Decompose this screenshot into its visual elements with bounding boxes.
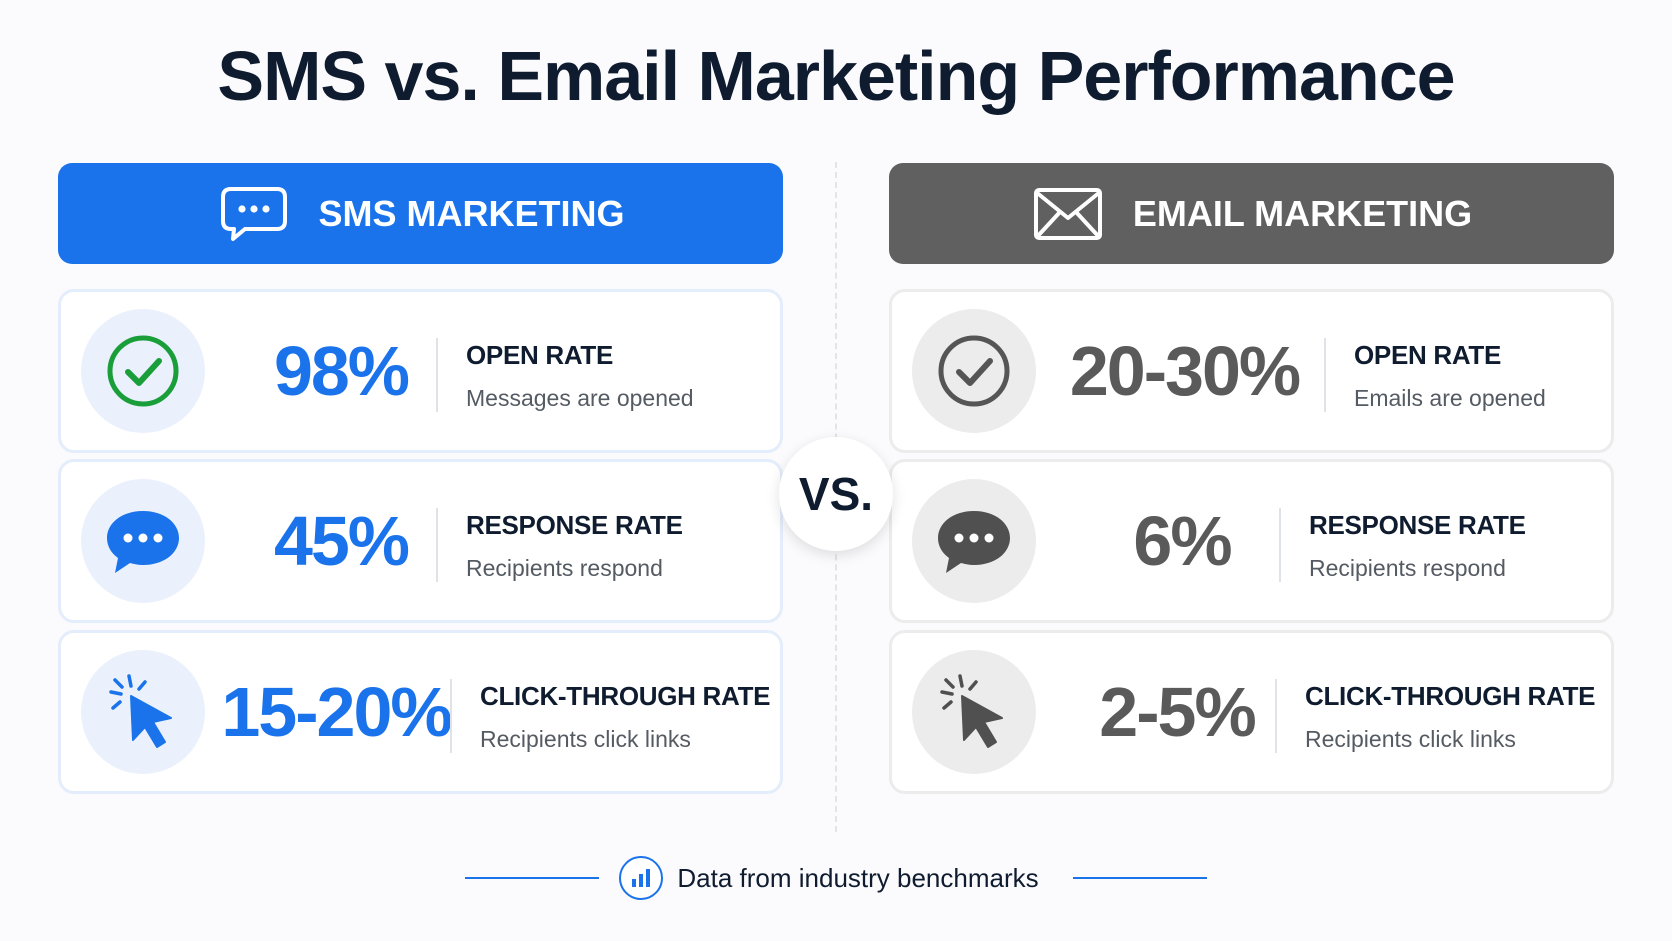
envelope-icon (1031, 184, 1105, 244)
footer-text: Data from industry benchmarks (677, 862, 1039, 893)
metric-value: 2-5% (1099, 673, 1256, 751)
metric-value: 20-30% (1069, 332, 1301, 410)
metric-text: CLICK-THROUGH RATE Recipients click link… (480, 681, 771, 753)
email-column: EMAIL MARKETING 20-30% OPEN RATE Emails … (889, 163, 1614, 794)
bar-chart-icon (619, 856, 664, 900)
sms-click-through-card: 15-20% CLICK-THROUGH RATE Recipients cli… (58, 630, 783, 794)
footer-line-right (1072, 877, 1207, 879)
page-title: SMS vs. Email Marketing Performance (217, 37, 1455, 115)
metric-desc: Messages are opened (466, 385, 694, 411)
chat-bubble-icon (217, 184, 291, 244)
metric-value: 6% (1133, 502, 1232, 580)
metric-label: OPEN RATE (1354, 340, 1502, 370)
separator (436, 508, 438, 582)
cursor-click-icon (81, 650, 205, 774)
sms-open-rate-card: 98% OPEN RATE Messages are opened (58, 289, 783, 453)
metric-label: RESPONSE RATE (1309, 510, 1526, 540)
cursor-click-icon (912, 650, 1036, 774)
metric-desc: Recipients click links (1305, 726, 1516, 752)
metric-desc: Recipients click links (480, 726, 691, 752)
metric-text: RESPONSE RATE Recipients respond (466, 510, 683, 582)
separator (1324, 338, 1326, 412)
chat-bubble-icon (81, 479, 205, 603)
metric-label: RESPONSE RATE (466, 510, 683, 540)
separator (450, 679, 452, 753)
sms-response-rate-card: 45% RESPONSE RATE Recipients respond (58, 459, 783, 623)
sms-header: SMS MARKETING (58, 163, 783, 264)
separator (436, 338, 438, 412)
metric-text: CLICK-THROUGH RATE Recipients click link… (1305, 681, 1596, 753)
metric-text: OPEN RATE Messages are opened (466, 340, 694, 412)
email-response-rate-card: 6% RESPONSE RATE Recipients respond (889, 459, 1614, 623)
footer: Data from industry benchmarks (0, 853, 1672, 903)
vs-badge: VS. (779, 437, 893, 551)
check-circle-icon (912, 309, 1036, 433)
metric-label: CLICK-THROUGH RATE (1305, 681, 1596, 711)
check-circle-icon (81, 309, 205, 433)
metric-desc: Emails are opened (1354, 385, 1546, 411)
email-open-rate-card: 20-30% OPEN RATE Emails are opened (889, 289, 1614, 453)
metric-desc: Recipients respond (466, 555, 663, 581)
email-header-label: EMAIL MARKETING (1132, 192, 1473, 234)
email-header: EMAIL MARKETING (889, 163, 1614, 264)
separator (1275, 679, 1277, 753)
separator (1279, 508, 1281, 582)
metric-desc: Recipients respond (1309, 555, 1506, 581)
metric-text: OPEN RATE Emails are opened (1354, 340, 1546, 412)
sms-header-label: SMS MARKETING (318, 192, 625, 234)
metric-label: CLICK-THROUGH RATE (480, 681, 771, 711)
metric-value: 45% (273, 502, 410, 580)
metric-value: 15-20% (221, 673, 452, 751)
email-click-through-card: 2-5% CLICK-THROUGH RATE Recipients click… (889, 630, 1614, 794)
metric-text: RESPONSE RATE Recipients respond (1309, 510, 1526, 582)
metric-label: OPEN RATE (466, 340, 614, 370)
sms-column: SMS MARKETING 98% OPEN RATE Messages are… (58, 163, 783, 794)
footer-line-left (465, 877, 600, 879)
chat-bubble-icon (912, 479, 1036, 603)
metric-value: 98% (273, 332, 410, 410)
